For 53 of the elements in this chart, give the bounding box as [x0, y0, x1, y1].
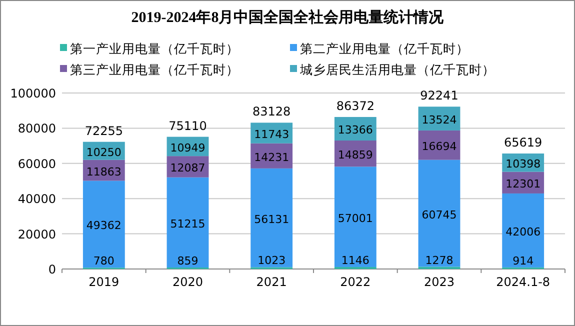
data-label: 60745 [422, 208, 457, 222]
x-tick-label: 2019 [88, 275, 120, 289]
data-label: 11743 [254, 128, 290, 142]
x-tick-label: 2023 [424, 275, 455, 289]
total-label: 65619 [504, 136, 542, 150]
legend-label: 城乡居民生活用电量（亿千瓦时） [299, 62, 495, 77]
legend-label: 第二产业用电量（亿千瓦时） [300, 41, 469, 56]
data-label: 10949 [170, 141, 206, 154]
bar [82, 180, 125, 268]
y-tick-label: 0 [48, 262, 56, 276]
data-label: 13524 [422, 114, 457, 127]
bar [166, 177, 209, 268]
y-tick-label: 100000 [10, 86, 56, 100]
y-tick-label: 40000 [18, 192, 56, 206]
legend-label: 第三产业用电量（亿千瓦时） [70, 62, 239, 77]
data-label: 859 [177, 254, 198, 268]
total-label: 86372 [336, 98, 375, 113]
y-tick-label: 80000 [18, 122, 56, 136]
bar [418, 160, 460, 267]
data-label: 14859 [338, 148, 373, 162]
data-label: 51215 [170, 217, 206, 230]
y-tick-label: 20000 [18, 227, 56, 242]
data-label: 914 [512, 254, 534, 268]
total-label: 72255 [84, 124, 124, 138]
data-label: 49362 [86, 219, 122, 232]
total-label: 92241 [420, 88, 458, 103]
x-tick-label: 2024.1-8 [496, 275, 550, 289]
x-tick-label: 2021 [256, 275, 287, 289]
y-tick-label: 60000 [18, 156, 56, 171]
bar [502, 193, 544, 268]
x-tick-label: 2020 [172, 275, 204, 289]
bar [334, 166, 376, 267]
data-label: 13366 [338, 124, 373, 137]
x-tick-label: 2022 [340, 275, 371, 289]
data-label: 1146 [341, 254, 370, 267]
data-label: 14231 [254, 150, 290, 164]
total-label: 75110 [168, 118, 207, 133]
data-label: 10250 [86, 146, 122, 159]
legend-label: 第一产业用电量（亿千瓦时） [70, 41, 239, 56]
bar [250, 168, 293, 268]
data-label: 1023 [258, 254, 286, 268]
data-label: 10398 [506, 158, 541, 171]
total-label: 83128 [252, 104, 291, 119]
data-label: 780 [93, 254, 114, 268]
data-label: 16694 [422, 140, 457, 154]
data-label: 56131 [254, 212, 290, 226]
chart-title: 2019-2024年8月中国全国全社会用电量统计情况 [131, 9, 445, 26]
data-label: 12087 [170, 162, 206, 175]
data-label: 1278 [425, 254, 454, 267]
data-label: 57001 [338, 212, 373, 225]
data-label: 12301 [506, 178, 541, 191]
data-label: 11863 [86, 165, 122, 178]
data-label: 42006 [506, 225, 541, 238]
